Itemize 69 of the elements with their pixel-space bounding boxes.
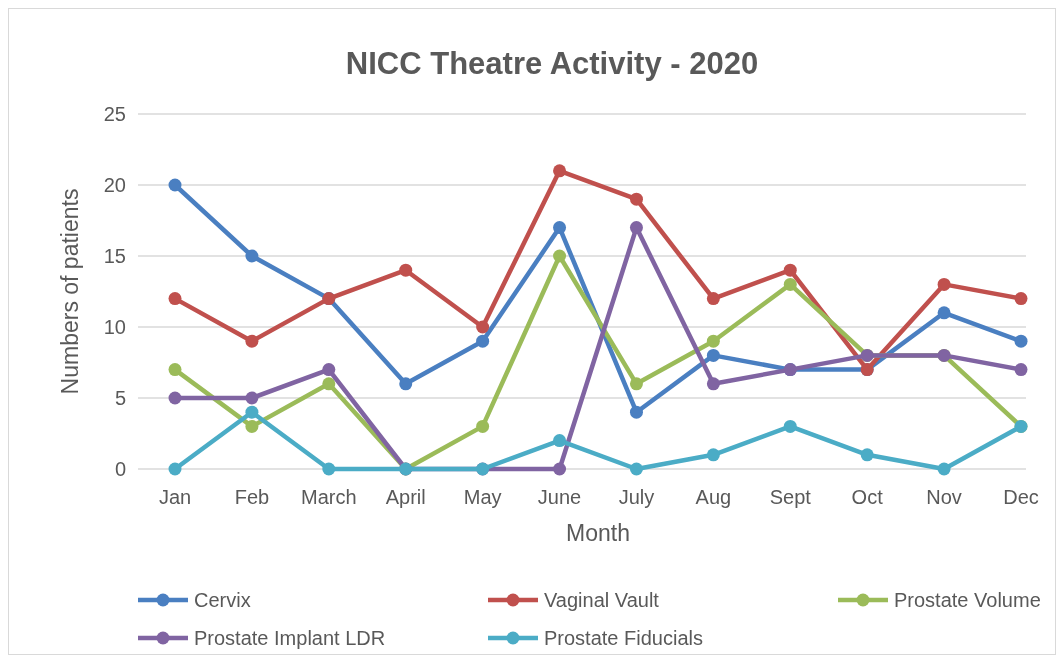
point [553,164,567,178]
point [937,306,951,320]
x-tick-label: Sept [769,486,812,508]
point [399,263,413,277]
point [399,377,413,391]
point [245,405,259,419]
point [629,405,643,419]
point [245,334,259,348]
x-tick-label: Jan [158,486,192,508]
point [706,292,720,306]
y-tick-label: 25 [103,103,126,125]
point [1014,363,1028,377]
point [168,462,182,476]
y-tick-label: 15 [103,245,126,267]
x-tick-label: July [618,486,655,508]
point [629,221,643,235]
y-tick-label: 0 [114,458,126,480]
point [245,391,259,405]
point [553,249,567,263]
y-tick-label: 5 [114,387,126,409]
point [629,462,643,476]
x-tick-label: May [463,486,502,508]
legend-label: Prostate Implant LDR [194,627,386,649]
point [860,448,874,462]
point [1014,334,1028,348]
point [629,377,643,391]
x-tick-label: Feb [234,486,270,508]
y-axis-title: Numbers of patients [57,188,83,395]
point [706,334,720,348]
point [245,419,259,433]
point [706,448,720,462]
x-axis-title: Month [566,520,630,546]
x-tick-label: April [385,486,426,508]
point [322,462,336,476]
point [937,462,951,476]
point [706,377,720,391]
point [783,263,797,277]
point [476,419,490,433]
point [553,462,567,476]
chart-title: NICC Theatre Activity - 2020 [345,46,759,81]
y-tick-label: 20 [103,174,126,196]
legend-label: Prostate Fiducials [544,627,703,649]
x-tick-label: March [301,486,357,508]
y-tick-label: 10 [103,316,126,338]
point [937,277,951,291]
point [476,334,490,348]
point [168,178,182,192]
point [245,249,259,263]
point [168,292,182,306]
point [629,192,643,206]
x-tick-label: Oct [851,486,884,508]
x-tick-label: Dec [1003,486,1039,508]
point [553,434,567,448]
x-tick-label: Nov [926,486,962,508]
point [322,377,336,391]
x-tick-label: Aug [695,486,732,508]
point [706,348,720,362]
point [476,320,490,334]
point [322,363,336,377]
legend-label: Vaginal Vault [544,589,660,611]
point [1014,292,1028,306]
point [553,221,567,235]
legend-label: Prostate Volume [894,589,1041,611]
point [168,363,182,377]
point [783,277,797,291]
point [783,419,797,433]
legend-label: Cervix [194,589,251,611]
x-tick-label: June [537,486,582,508]
point [168,391,182,405]
